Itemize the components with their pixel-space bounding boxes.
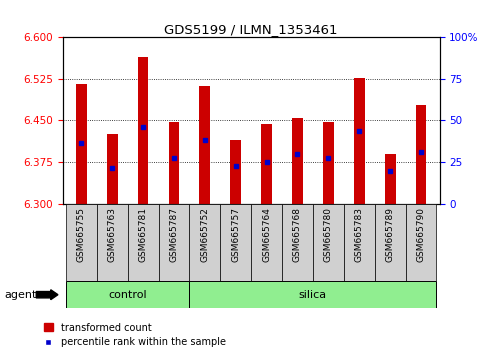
Text: GSM665783: GSM665783 — [355, 207, 364, 262]
Bar — [66, 204, 97, 281]
Text: GSM665781: GSM665781 — [139, 207, 148, 262]
Text: GSM665757: GSM665757 — [231, 207, 240, 262]
Text: control: control — [108, 290, 147, 300]
Bar — [158, 204, 189, 281]
Text: GSM665764: GSM665764 — [262, 207, 271, 262]
Bar — [199, 86, 210, 204]
Text: GSM665787: GSM665787 — [170, 207, 178, 262]
Bar — [76, 84, 87, 204]
Bar — [138, 57, 148, 204]
Text: GSM665755: GSM665755 — [77, 207, 86, 262]
Bar — [354, 78, 365, 204]
Bar — [107, 134, 117, 204]
Text: GSM665780: GSM665780 — [324, 207, 333, 262]
Bar — [406, 204, 437, 281]
Bar — [189, 281, 437, 308]
Bar — [251, 204, 282, 281]
Bar — [313, 204, 344, 281]
Bar — [230, 140, 241, 204]
Text: GSM665763: GSM665763 — [108, 207, 117, 262]
Bar — [292, 118, 303, 204]
Bar — [128, 204, 158, 281]
Bar — [261, 124, 272, 204]
Title: GDS5199 / ILMN_1353461: GDS5199 / ILMN_1353461 — [164, 23, 338, 36]
Bar — [385, 154, 396, 204]
Bar — [220, 204, 251, 281]
Text: GSM665752: GSM665752 — [200, 207, 209, 262]
Bar — [375, 204, 406, 281]
Text: GSM665790: GSM665790 — [416, 207, 426, 262]
Text: agent: agent — [5, 290, 37, 300]
Legend: transformed count, percentile rank within the sample: transformed count, percentile rank withi… — [43, 322, 226, 347]
Bar — [169, 122, 179, 204]
Bar — [323, 122, 334, 204]
Bar — [344, 204, 375, 281]
Bar — [282, 204, 313, 281]
Text: GSM665789: GSM665789 — [385, 207, 395, 262]
Bar — [66, 281, 189, 308]
Bar — [189, 204, 220, 281]
Text: GSM665768: GSM665768 — [293, 207, 302, 262]
Text: silica: silica — [299, 290, 327, 300]
Bar — [415, 105, 426, 204]
Bar — [97, 204, 128, 281]
